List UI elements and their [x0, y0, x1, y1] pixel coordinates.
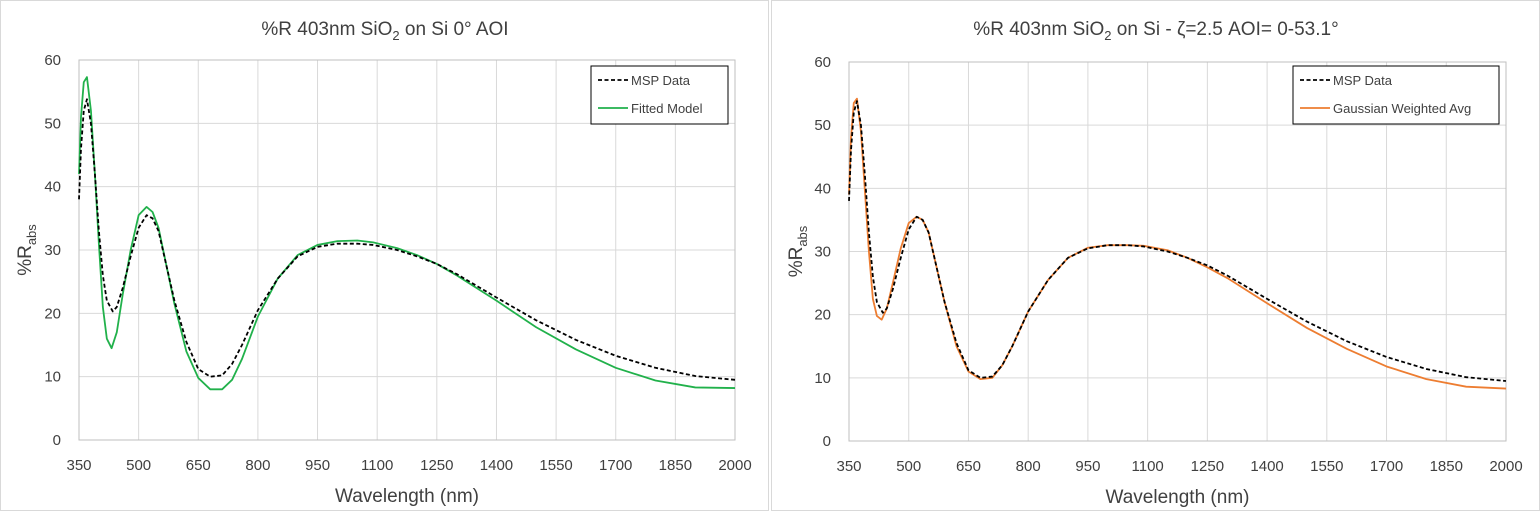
chart-legend: MSP Data Fitted Model — [590, 65, 729, 125]
legend-box — [590, 65, 729, 125]
y-tick-label: 0 — [53, 432, 61, 449]
legend-label-1: Gaussian Weighted Avg — [1333, 101, 1471, 116]
chart-title-subscript: 2 — [1104, 28, 1111, 43]
chart-title-rest: on Si - ζ=2.5 AOI= 0-53.1° — [1111, 19, 1338, 40]
x-axis-label: Wavelength (nm) — [335, 486, 479, 507]
y-tick-label: 50 — [44, 115, 61, 132]
y-tick-label: 30 — [814, 244, 831, 261]
y-tick-label: 40 — [44, 179, 61, 196]
chart-title-rest: on Si 0° AOI — [400, 19, 509, 40]
y-tick-label: 20 — [44, 305, 61, 322]
x-tick-label: 1700 — [599, 457, 632, 474]
y-tick-label: 60 — [44, 52, 61, 69]
x-tick-label: 350 — [836, 458, 861, 475]
x-tick-label: 2000 — [1489, 458, 1522, 475]
x-tick-label: 500 — [896, 458, 921, 475]
chart-title-main: %R 403nm SiO — [261, 19, 392, 40]
x-tick-label: 1250 — [420, 457, 453, 474]
x-tick-label: 950 — [305, 457, 330, 474]
x-tick-label: 1700 — [1370, 458, 1403, 475]
y-axis-label-subscript: abs — [24, 224, 39, 245]
x-tick-label: 950 — [1075, 458, 1100, 475]
series-line-1 — [78, 76, 736, 391]
x-tick-label: 1850 — [659, 457, 692, 474]
x-tick-label: 1850 — [1430, 458, 1463, 475]
chart-title: %R 403nm SiO2 on Si - ζ=2.5 AOI= 0-53.1° — [973, 19, 1338, 43]
x-tick-label: 650 — [956, 458, 981, 475]
chart-legend: MSP Data Gaussian Weighted Avg — [1292, 65, 1500, 125]
x-tick-label: 2000 — [718, 457, 751, 474]
x-tick-label: 650 — [186, 457, 211, 474]
legend-label-0: MSP Data — [1333, 73, 1393, 88]
chart-panel-reflectance-gaussian: %R 403nm SiO2 on Si - ζ=2.5 AOI= 0-53.1°… — [771, 0, 1540, 511]
chart-panel-reflectance-normal: %R 403nm SiO2 on Si 0° AOI 350 500 650 800 95… — [0, 0, 769, 511]
y-tick-label: 10 — [44, 369, 61, 386]
y-axis-label-subscript: abs — [795, 225, 810, 246]
y-tick-label: 50 — [814, 117, 831, 134]
chart-svg-right: %R 403nm SiO2 on Si - ζ=2.5 AOI= 0-53.1°… — [786, 19, 1523, 508]
y-tick-label: 10 — [814, 370, 831, 387]
series-line-0 — [78, 98, 736, 381]
y-tick-label: 60 — [814, 54, 831, 71]
y-axis-label-main: %R — [786, 247, 807, 278]
legend-box — [1292, 65, 1500, 125]
x-tick-label: 1550 — [539, 457, 572, 474]
chart-title: %R 403nm SiO2 on Si 0° AOI — [261, 19, 508, 43]
x-axis-label: Wavelength (nm) — [1106, 487, 1250, 508]
plot-area-frame — [848, 61, 1507, 442]
y-tick-label: 40 — [814, 180, 831, 197]
x-tick-label: 1400 — [1250, 458, 1283, 475]
x-tick-label: 1100 — [1132, 458, 1164, 475]
legend-label-0: MSP Data — [631, 73, 691, 88]
y-axis-label-main: %R — [15, 245, 36, 276]
chart-title-subscript: 2 — [392, 28, 399, 43]
y-axis-label: %Rabs — [15, 224, 39, 276]
x-tick-label: 1400 — [480, 457, 513, 474]
y-tick-label: 0 — [823, 433, 831, 450]
x-tick-label: 500 — [126, 457, 151, 474]
x-tick-label: 350 — [66, 457, 91, 474]
series-line-0 — [848, 100, 1507, 382]
series-line-1 — [848, 97, 1507, 390]
plot-area-frame — [78, 59, 736, 441]
x-tick-label: 800 — [1016, 458, 1041, 475]
legend-label-1: Fitted Model — [631, 101, 703, 116]
x-tick-label: 800 — [245, 457, 270, 474]
x-tick-label: 1550 — [1310, 458, 1343, 475]
y-tick-label: 20 — [814, 307, 831, 324]
chart-title-main: %R 403nm SiO — [973, 19, 1104, 40]
y-tick-label: 30 — [44, 242, 61, 259]
y-axis-label: %Rabs — [786, 225, 810, 277]
x-tick-label: 1100 — [361, 457, 393, 474]
x-tick-label: 1250 — [1191, 458, 1224, 475]
